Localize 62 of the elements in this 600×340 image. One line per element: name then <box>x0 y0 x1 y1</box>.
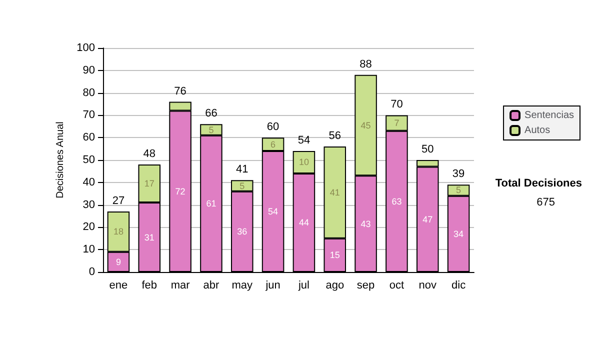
data-label: 15 <box>330 250 340 260</box>
data-label: 61 <box>206 198 216 209</box>
data-label: 18 <box>113 226 124 237</box>
data-label: 10 <box>298 157 309 168</box>
data-label: 54 <box>268 206 278 217</box>
x-tick-label: may <box>232 280 254 292</box>
y-tick-label: 90 <box>82 64 95 76</box>
data-label: 9 <box>116 256 121 267</box>
y-tick-label: 40 <box>82 176 95 188</box>
legend-label: Sentencias <box>524 110 574 121</box>
x-tick-label: jun <box>264 280 280 292</box>
total-label: 76 <box>174 85 186 98</box>
data-label: 44 <box>298 218 309 228</box>
data-label: 17 <box>144 178 154 189</box>
data-label: 5 <box>456 185 462 196</box>
y-tick-label: 10 <box>82 244 95 256</box>
data-label: 36 <box>237 226 248 237</box>
total-label: 88 <box>360 58 372 70</box>
data-label: 6 <box>270 139 276 150</box>
total-label: 54 <box>298 134 310 147</box>
x-tick-label: nov <box>418 280 437 292</box>
total-label: 70 <box>390 98 403 111</box>
x-tick-label: oct <box>389 280 404 292</box>
data-label: 41 <box>330 187 340 198</box>
x-tick-label: dic <box>452 280 466 292</box>
total-label: 50 <box>422 144 434 156</box>
total-label: 27 <box>112 195 125 208</box>
x-tick-label: ago <box>326 280 344 292</box>
data-label: 63 <box>392 196 402 206</box>
y-tick-label: 100 <box>76 42 95 54</box>
data-label: 7 <box>394 118 400 128</box>
data-label: 72 <box>175 186 186 196</box>
x-tick-label: mar <box>170 280 190 292</box>
y-tick-label: 20 <box>82 221 95 234</box>
data-label: 5 <box>240 180 245 191</box>
x-tick-label: sep <box>356 280 375 292</box>
y-tick-label: 80 <box>82 86 95 99</box>
x-tick-label: abr <box>203 280 220 292</box>
y-tick-label: 60 <box>82 132 95 144</box>
text: Total Decisiones <box>495 178 582 190</box>
total-label: 39 <box>452 168 465 180</box>
data-label: 5 <box>208 124 214 135</box>
legend-label: Autos <box>524 125 550 136</box>
total-label: 60 <box>266 121 280 134</box>
data-label: 45 <box>360 120 371 130</box>
data-label: 31 <box>144 232 154 242</box>
y-tick-label: 30 <box>82 198 95 211</box>
y-tick-label: 0 <box>88 266 95 278</box>
total-label: 56 <box>328 130 341 142</box>
data-label: 34 <box>454 228 464 239</box>
data-label: 43 <box>360 218 371 229</box>
x-tick-label: jul <box>297 280 310 292</box>
text: 675 <box>536 196 556 208</box>
y-axis-title: Decisiones Anual <box>55 122 66 198</box>
y-tick-label: 70 <box>82 109 95 122</box>
x-tick-label: feb <box>142 280 158 292</box>
total-label: 41 <box>236 164 248 176</box>
total-label: 48 <box>143 148 156 160</box>
y-tick-label: 50 <box>82 154 95 166</box>
x-tick-label: ene <box>109 280 128 292</box>
data-label: 47 <box>422 214 433 224</box>
total-label: 66 <box>205 108 218 120</box>
